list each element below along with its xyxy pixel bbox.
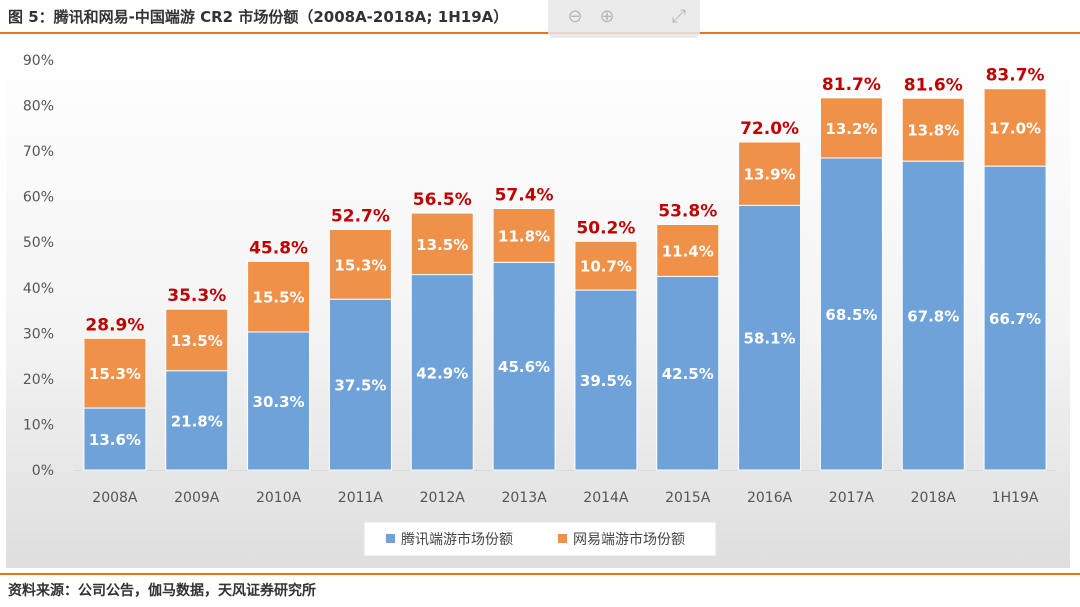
data-label-netease: 11.4% (662, 242, 714, 260)
bar-tencent (738, 204, 802, 471)
zoom-in-icon[interactable]: ⊕ (599, 6, 615, 27)
bar-tencent (574, 289, 638, 471)
y-tick-label: 50% (23, 235, 54, 251)
bar-netease (492, 208, 556, 263)
data-label-netease: 15.3% (89, 365, 141, 383)
data-label-total: 50.2% (576, 218, 635, 238)
chart-panel: 0% 10% 20% 30% 40% 50% 60% 70% 80% 90% 13.6% 15.3% 2… (6, 38, 1070, 568)
stacked-bar-chart: 0% 10% 20% 30% 40% 50% 60% 70% 80% 90% 13.6% 15.3% 2… (23, 53, 1056, 557)
source-divider (0, 573, 1080, 575)
data-label-netease: 17.0% (989, 119, 1041, 137)
zoom-out-icon[interactable]: ⊖ (567, 6, 583, 27)
bar-netease (574, 240, 638, 291)
bar-tencent (819, 157, 883, 471)
bar-netease (901, 97, 965, 162)
bar-tencent (492, 261, 556, 471)
bar-netease (656, 223, 720, 277)
data-label-total: 72.0% (740, 119, 799, 139)
data-label-tencent: 45.6% (498, 358, 550, 376)
y-tick-label: 90% (23, 53, 54, 69)
data-label-tencent: 67.8% (907, 308, 959, 326)
bar-netease (738, 141, 802, 206)
data-label-netease: 15.5% (253, 289, 305, 307)
legend-swatch-tencent (386, 534, 395, 543)
legend-label-tencent: 腾讯端游市场份额 (401, 531, 513, 548)
data-label-tencent: 30.3% (253, 393, 305, 411)
bar-netease (165, 308, 229, 372)
data-label-total: 35.3% (167, 286, 226, 306)
bar-netease (247, 260, 311, 333)
data-label-total: 53.8% (658, 201, 717, 221)
bar-tencent (328, 298, 392, 471)
x-tick-label: 2011A (338, 490, 384, 506)
data-label-tencent: 42.9% (416, 364, 468, 382)
data-label-netease: 13.8% (907, 122, 959, 140)
x-tick-label: 2014A (583, 490, 629, 506)
data-label-tencent: 13.6% (89, 431, 141, 449)
bar-netease (983, 88, 1047, 167)
y-tick-label: 40% (23, 281, 54, 297)
x-tick-label: 2009A (174, 490, 220, 506)
data-label-tencent: 58.1% (744, 330, 796, 348)
figure-title: 图 5：腾讯和网易-中国端游 CR2 市场份额（2008A-2018A; 1H1… (8, 8, 509, 26)
data-label-netease: 13.5% (171, 332, 223, 350)
expand-icon[interactable]: ⤢ (671, 6, 687, 27)
bar-netease (328, 228, 392, 300)
data-label-total: 81.6% (904, 75, 963, 95)
data-label-total: 81.7% (822, 75, 881, 95)
data-label-total: 56.5% (413, 190, 472, 210)
data-label-netease: 10.7% (580, 258, 632, 276)
bar-tencent (410, 274, 474, 471)
data-label-total: 45.8% (249, 238, 308, 258)
bar-tencent (83, 407, 147, 471)
x-tick-label: 2013A (501, 490, 547, 506)
x-tick-label: 2010A (256, 490, 302, 506)
x-tick-label: 2016A (747, 490, 793, 506)
bar-tencent (247, 331, 311, 471)
bar-netease (819, 97, 883, 159)
y-tick-label: 20% (23, 372, 54, 388)
data-label-tencent: 21.8% (171, 412, 223, 430)
bar-tencent (983, 165, 1047, 471)
y-tick-label: 30% (23, 326, 54, 342)
legend-label-netease: 网易端游市场份额 (573, 531, 685, 548)
bar-tencent (656, 275, 720, 471)
data-label-netease: 13.9% (744, 166, 796, 184)
data-label-tencent: 42.5% (662, 365, 714, 383)
bar-tencent (901, 160, 965, 471)
x-tick-label: 2012A (420, 490, 466, 506)
data-label-total: 28.9% (85, 315, 144, 335)
data-label-total: 57.4% (495, 186, 554, 206)
legend-swatch-netease (558, 534, 567, 543)
y-tick-label: 60% (23, 190, 54, 206)
image-toolbar: ⊖ ⊕ ⤢ (548, 0, 700, 38)
data-label-total: 83.7% (986, 66, 1045, 86)
data-label-tencent: 66.7% (989, 310, 1041, 328)
x-tick-label: 2015A (665, 490, 711, 506)
bar-netease (410, 212, 474, 276)
y-tick-label: 70% (23, 144, 54, 160)
x-tick-label: 2008A (92, 490, 138, 506)
data-label-total: 52.7% (331, 206, 390, 226)
y-tick-label: 80% (23, 99, 54, 115)
data-label-netease: 13.5% (416, 236, 468, 254)
data-label-tencent: 39.5% (580, 372, 632, 390)
source-note: 资料来源：公司公告，伽马数据，天风证券研究所 (8, 583, 316, 599)
data-label-netease: 15.3% (334, 256, 386, 274)
bar-netease (83, 337, 147, 409)
data-label-tencent: 37.5% (334, 377, 386, 395)
x-tick-label: 1H19A (992, 490, 1039, 506)
data-label-netease: 11.8% (498, 227, 550, 245)
x-tick-label: 2018A (911, 490, 957, 506)
title-divider (0, 32, 1080, 34)
y-tick-label: 10% (23, 417, 54, 433)
data-label-tencent: 68.5% (825, 306, 877, 324)
data-label-netease: 13.2% (825, 120, 877, 138)
legend-box (363, 521, 717, 557)
x-tick-label: 2017A (829, 490, 875, 506)
y-tick-label: 0% (32, 463, 54, 479)
